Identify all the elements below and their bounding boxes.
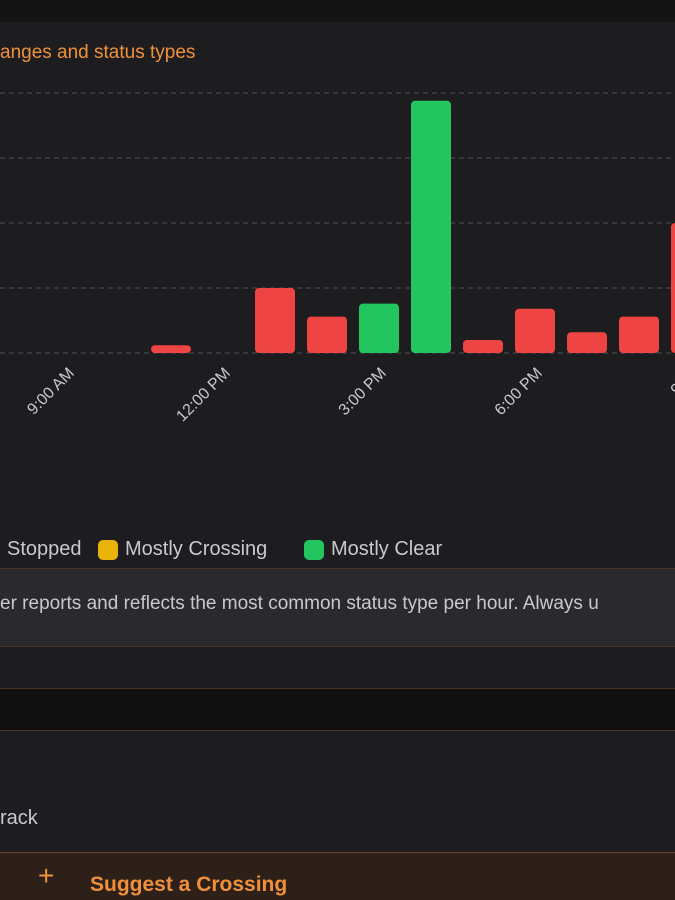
- bar-3-00-pm: [359, 303, 399, 353]
- track-section: rack: [0, 731, 675, 853]
- chart-disclaimer-note: er reports and reflects the most common …: [0, 568, 675, 647]
- note-text: er reports and reflects the most common …: [0, 593, 599, 614]
- bar-4-00-pm: [411, 100, 451, 353]
- x-tick-label: 6:00 PM: [492, 365, 546, 419]
- legend-label-stopped: Stopped: [7, 538, 82, 560]
- bar-6-00-pm: [515, 308, 555, 353]
- bar-9-00-pm: [671, 223, 675, 353]
- track-label: rack: [0, 807, 38, 829]
- bar-7-00-pm: [567, 332, 607, 353]
- legend-item-mostly-crossing: Mostly Crossing: [98, 538, 267, 561]
- status-bar-chart: 9:00 AM 12:00 PM 3:00 PM 6:00 PM 9:00: [0, 92, 675, 425]
- bar-11-00-am: [151, 345, 191, 353]
- hourly-status-chart-card: anges and status types 9:00 AM 12:00 PM 3:…: [0, 22, 675, 568]
- suggest-crossing-button[interactable]: + Suggest a Crossing: [0, 853, 675, 900]
- top-bar: [0, 0, 675, 22]
- section-divider: [0, 689, 675, 731]
- bar-8-00-pm: [619, 316, 659, 353]
- suggest-crossing-label: Suggest a Crossing: [90, 873, 288, 896]
- bar-1-00-pm: [255, 288, 295, 353]
- empty-row: [0, 648, 675, 689]
- chart-subtitle: anges and status types: [0, 42, 196, 63]
- legend-item-stopped: Stopped: [0, 538, 82, 561]
- chart-legend: Stopped Mostly Crossing Mostly Clear: [0, 538, 675, 562]
- legend-swatch-mostly-crossing: [98, 539, 118, 560]
- legend-item-mostly-clear: Mostly Clear: [304, 538, 442, 561]
- legend-label-mostly-clear: Mostly Clear: [331, 538, 443, 560]
- x-tick-label: 3:00 PM: [336, 365, 390, 419]
- x-tick-label: 9:00: [668, 365, 675, 399]
- plus-icon: +: [38, 860, 55, 891]
- x-tick-label: 12:00 PM: [173, 365, 233, 425]
- legend-swatch-mostly-clear: [304, 539, 324, 560]
- legend-label-mostly-crossing: Mostly Crossing: [125, 538, 268, 560]
- x-tick-label: 9:00 AM: [24, 365, 78, 419]
- bar-5-00-pm: [463, 340, 503, 353]
- bar-2-00-pm: [307, 316, 347, 353]
